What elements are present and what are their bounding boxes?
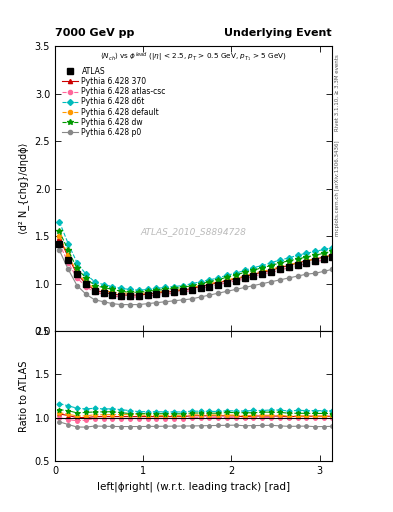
Text: ATLAS_2010_S8894728: ATLAS_2010_S8894728	[141, 227, 246, 236]
Text: Underlying Event: Underlying Event	[224, 28, 332, 38]
Text: mcplots.cern.ch [arXiv:1306.3436]: mcplots.cern.ch [arXiv:1306.3436]	[335, 141, 340, 237]
X-axis label: left|ϕright| (w.r.t. leading track) [rad]: left|ϕright| (w.r.t. leading track) [rad…	[97, 481, 290, 492]
Y-axis label: Ratio to ATLAS: Ratio to ATLAS	[19, 360, 29, 432]
Legend: ATLAS, Pythia 6.428 370, Pythia 6.428 atlas-csc, Pythia 6.428 d6t, Pythia 6.428 : ATLAS, Pythia 6.428 370, Pythia 6.428 at…	[62, 67, 166, 137]
Text: Rivet 3.1.10, ≥ 3.3M events: Rivet 3.1.10, ≥ 3.3M events	[335, 55, 340, 132]
Text: $\langle N_{ch}\rangle$ vs $\phi^{lead}$ ($|\eta|$ < 2.5, $p_T$ > 0.5 GeV, $p_{T: $\langle N_{ch}\rangle$ vs $\phi^{lead}$…	[100, 50, 287, 63]
Y-axis label: ⟨d² N_{chg}/dηdϕ⟩: ⟨d² N_{chg}/dηdϕ⟩	[18, 143, 29, 234]
Text: 7000 GeV pp: 7000 GeV pp	[55, 28, 134, 38]
